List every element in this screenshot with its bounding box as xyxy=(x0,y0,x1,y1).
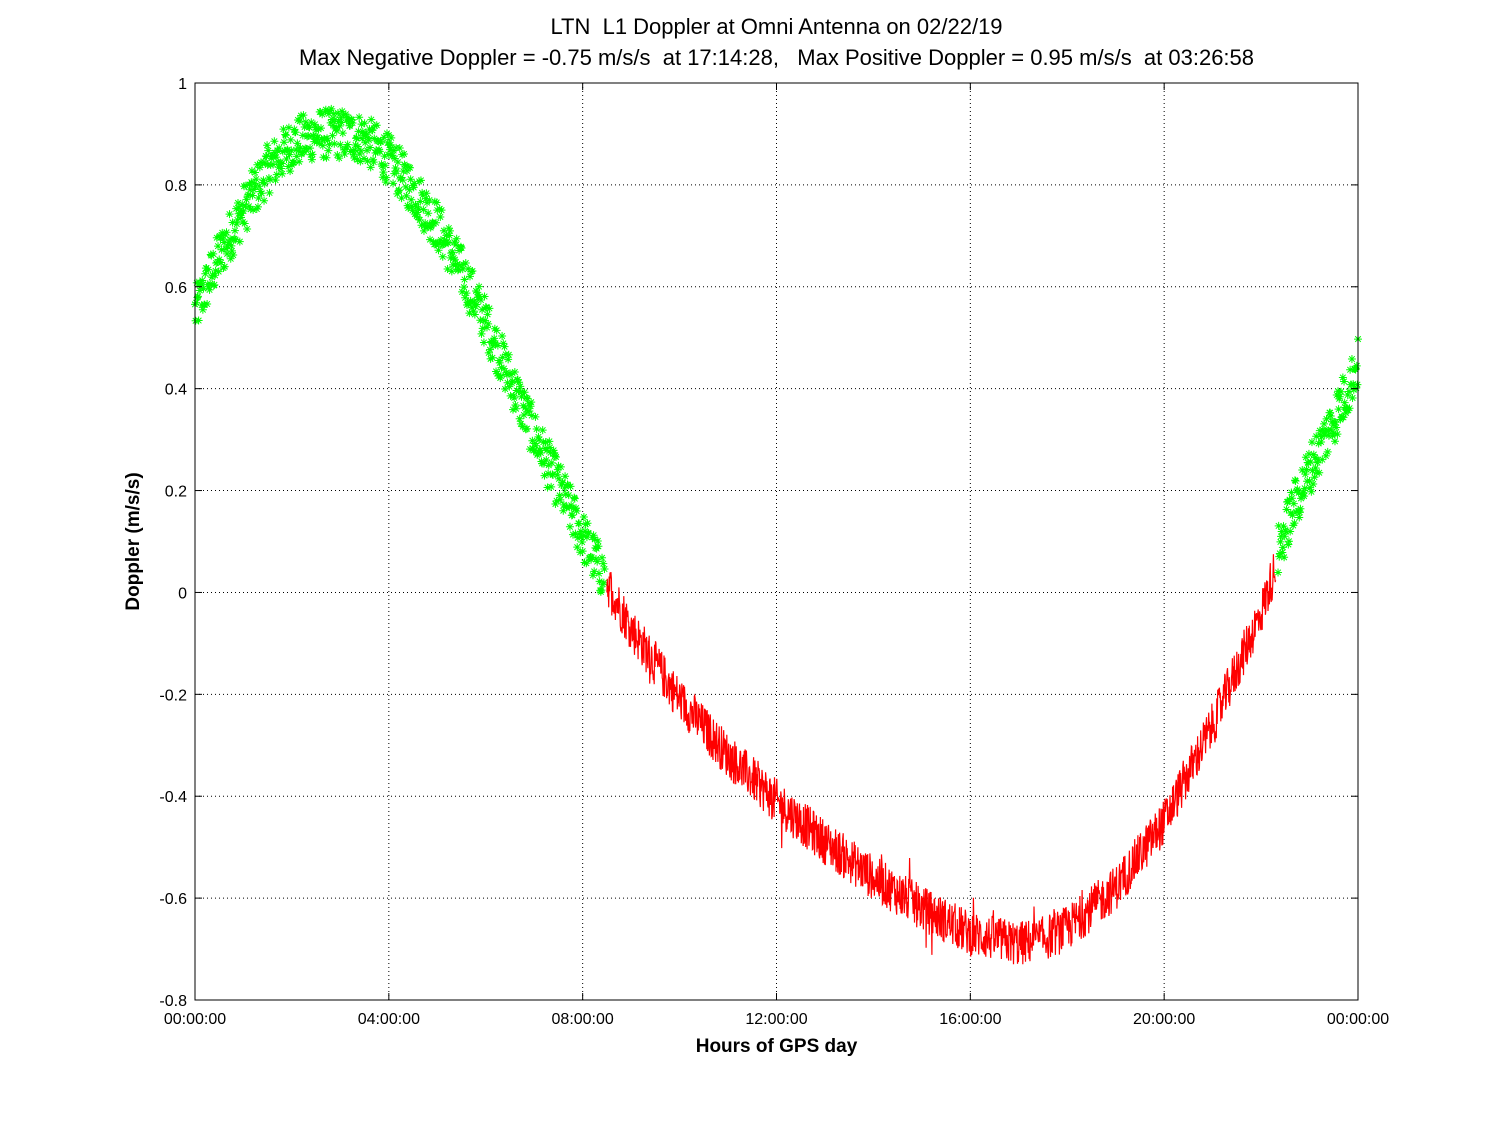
y-tick-label: -0.8 xyxy=(159,993,187,1010)
plot-frame xyxy=(194,82,1359,1001)
x-axis-label: Hours of GPS day xyxy=(696,1036,858,1057)
y-tick-label: 0 xyxy=(178,585,187,602)
y-tick-label: 0.6 xyxy=(165,280,187,297)
y-tick-label: 1 xyxy=(178,76,187,93)
y-tick-label: 0.2 xyxy=(165,484,187,501)
series-markers xyxy=(191,104,609,596)
x-tick-label: 20:00:00 xyxy=(1133,1011,1195,1028)
series-line xyxy=(606,554,1277,965)
series-2 xyxy=(1274,335,1362,577)
x-tick-label: 00:00:00 xyxy=(164,1011,226,1028)
y-axis-label: Doppler (m/s/s) xyxy=(123,472,144,610)
x-tick-label: 04:00:00 xyxy=(358,1011,420,1028)
chart-subtitle: Max Negative Doppler = -0.75 m/s/s at 17… xyxy=(298,45,1255,70)
x-tick-label: 12:00:00 xyxy=(745,1011,807,1028)
axis-ticks: 00:00:00 04:00:00 08:00:00 12:00:00 16:00:00… xyxy=(159,76,1389,1028)
series-markers xyxy=(1274,335,1362,577)
chart-title: LTN L1 Doppler at Omni Antenna on 02/22/… xyxy=(550,14,1003,39)
y-tick-label: 0.4 xyxy=(165,382,187,399)
series-0 xyxy=(191,104,609,596)
grid xyxy=(195,83,1358,1000)
x-tick-label: 16:00:00 xyxy=(939,1011,1001,1028)
series-1 xyxy=(606,554,1277,965)
x-tick-label: 00:00:00 xyxy=(1327,1011,1389,1028)
y-tick-label: -0.2 xyxy=(159,687,187,704)
y-tick-label: 0.8 xyxy=(165,178,187,195)
y-tick-label: -0.6 xyxy=(159,891,187,908)
x-tick-label: 08:00:00 xyxy=(552,1011,614,1028)
y-tick-label: -0.4 xyxy=(159,789,187,806)
